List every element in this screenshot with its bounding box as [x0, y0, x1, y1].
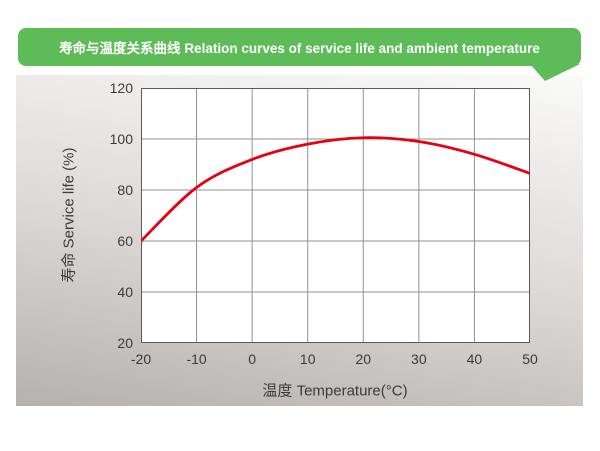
y-axis-title: 寿命 Service life (%): [60, 147, 78, 283]
x-tick-label: -10: [186, 351, 207, 367]
chart-title: 寿命与温度关系曲线 Relation curves of service lif…: [59, 41, 540, 56]
plot-background: [141, 88, 530, 343]
title-banner: 寿命与温度关系曲线 Relation curves of service lif…: [18, 28, 581, 66]
x-tick-label: -20: [130, 351, 152, 367]
x-tick-label: 30: [411, 351, 427, 367]
x-axis-title: 温度 Temperature(°C): [262, 382, 408, 400]
y-tick-label: 40: [117, 284, 133, 300]
service-life-curve: [141, 136, 530, 243]
x-tick-label: 40: [466, 351, 483, 367]
x-tick-label: 0: [248, 351, 257, 367]
x-tick-label: 10: [299, 351, 316, 367]
plot-area: [141, 88, 530, 343]
y-tick-label: 80: [117, 182, 133, 198]
banner-tail-icon: [530, 64, 580, 81]
x-tick-label: 50: [522, 351, 538, 367]
y-tick-label: 60: [117, 233, 133, 249]
y-tick-label: 100: [109, 131, 133, 147]
x-tick-label: 20: [355, 351, 372, 367]
y-tick-label: 20: [117, 335, 133, 351]
plot-border: [141, 88, 530, 343]
y-tick-label: 120: [109, 80, 133, 96]
